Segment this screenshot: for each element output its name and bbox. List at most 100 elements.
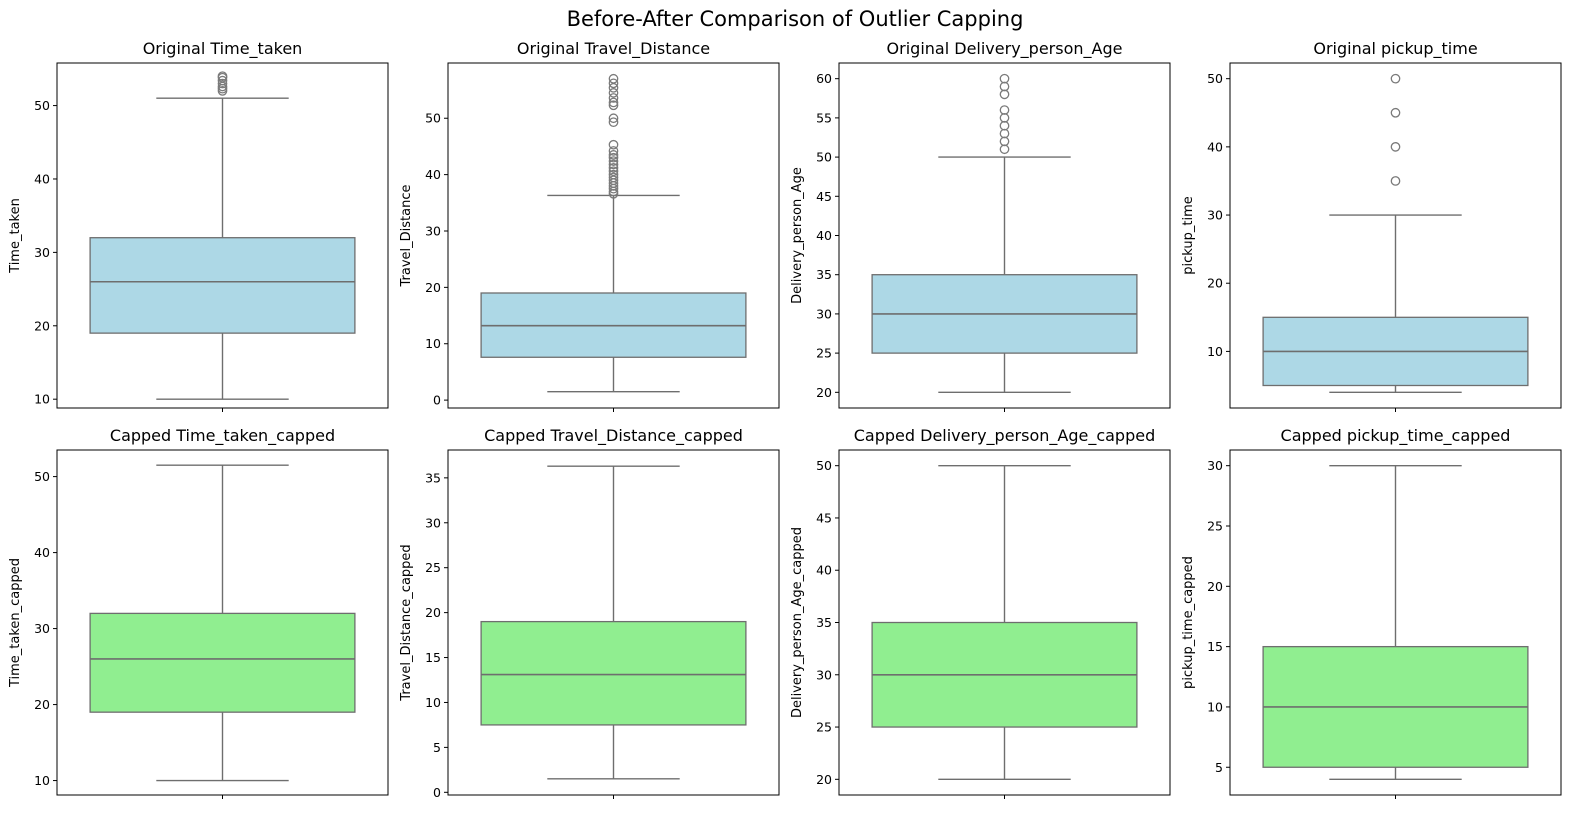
subplot-7: Capped Delivery_person_Age_capped Deliver… bbox=[790, 426, 1171, 799]
outlier-point bbox=[999, 128, 1010, 139]
outlier-point bbox=[608, 152, 619, 163]
y-tick-label: 50 bbox=[816, 458, 832, 473]
y-tick-label: 10 bbox=[34, 392, 50, 407]
subplot-6: Capped Travel_Distance_capped Travel_Dist… bbox=[399, 426, 780, 800]
subplot-title: Capped Travel_Distance_capped bbox=[484, 426, 743, 446]
y-tick-label: 30 bbox=[34, 621, 50, 636]
iqr-box bbox=[480, 620, 747, 726]
y-tick-label: 40 bbox=[816, 563, 832, 578]
y-tick-label: 10 bbox=[34, 773, 50, 788]
y-tick-label: 30 bbox=[816, 306, 832, 321]
y-tick-label: 25 bbox=[816, 346, 832, 361]
y-tick-label: 15 bbox=[425, 650, 441, 665]
y-tick-label: 10 bbox=[1207, 344, 1223, 359]
subplot-8: Capped pickup_time_capped pickup_time_cap… bbox=[1181, 426, 1562, 799]
y-tick-label: 10 bbox=[425, 695, 441, 710]
y-tick-label: 40 bbox=[425, 167, 441, 182]
outlier-point bbox=[999, 113, 1010, 123]
y-tick-label: 50 bbox=[34, 469, 50, 484]
outlier-point bbox=[999, 73, 1010, 84]
outlier-point bbox=[608, 78, 619, 89]
y-tick-label: 35 bbox=[816, 267, 832, 282]
y-tick-label: 50 bbox=[425, 111, 441, 126]
y-tick-label: 35 bbox=[425, 470, 441, 485]
outlier-point bbox=[999, 81, 1010, 92]
outlier-point bbox=[999, 136, 1010, 147]
subplot-title: Original pickup_time bbox=[1313, 39, 1477, 59]
y-tick-label: 10 bbox=[425, 336, 441, 351]
y-tick-label: 30 bbox=[34, 245, 50, 260]
subplot-title: Capped pickup_time_capped bbox=[1281, 426, 1511, 446]
iqr-box bbox=[89, 612, 356, 713]
subplot-title: Capped Time_taken_capped bbox=[110, 426, 335, 446]
y-tick-label: 25 bbox=[1207, 518, 1223, 533]
axes-frame bbox=[447, 62, 780, 409]
y-axis-label: Delivery_person_Age_capped bbox=[790, 527, 805, 718]
y-tick-label: 20 bbox=[34, 318, 50, 333]
y-tick-label: 25 bbox=[816, 720, 832, 735]
axes-frame bbox=[1229, 449, 1562, 796]
outlier-point bbox=[1390, 73, 1401, 84]
y-tick-label: 5 bbox=[1215, 760, 1223, 775]
outlier-point bbox=[608, 73, 619, 84]
y-tick-label: 40 bbox=[34, 171, 50, 186]
axes-frame bbox=[56, 449, 389, 796]
y-tick-label: 15 bbox=[1207, 639, 1223, 654]
subplot-5: Capped Time_taken_capped Time_taken_cappe… bbox=[8, 426, 389, 799]
y-tick-label: 0 bbox=[433, 393, 441, 408]
y-tick-label: 40 bbox=[34, 545, 50, 560]
y-tick-label: 30 bbox=[425, 515, 441, 530]
y-tick-label: 45 bbox=[816, 510, 832, 525]
outlier-point bbox=[999, 144, 1010, 155]
outlier-point bbox=[608, 150, 619, 160]
axes-frame bbox=[56, 62, 389, 409]
y-tick-label: 10 bbox=[1207, 699, 1223, 714]
y-axis-label: Travel_Distance_capped bbox=[399, 544, 414, 701]
y-tick-label: 45 bbox=[816, 189, 832, 204]
outlier-point bbox=[608, 100, 619, 111]
y-axis-label: Travel_Distance bbox=[399, 185, 414, 288]
y-tick-label: 20 bbox=[1207, 579, 1223, 594]
outlier-point bbox=[608, 97, 619, 108]
y-tick-label: 20 bbox=[816, 772, 832, 787]
y-tick-label: 30 bbox=[816, 667, 832, 682]
outlier-point bbox=[608, 166, 619, 177]
y-tick-label: 20 bbox=[425, 280, 441, 295]
y-tick-label: 55 bbox=[816, 110, 832, 125]
y-tick-label: 5 bbox=[433, 740, 441, 755]
y-tick-label: 50 bbox=[816, 150, 832, 165]
subplot-3: Original Delivery_person_Age Delivery_per… bbox=[790, 39, 1171, 412]
outlier-point bbox=[608, 93, 619, 103]
y-tick-label: 20 bbox=[34, 697, 50, 712]
figure-title: Before-After Comparison of Outlier Cappi… bbox=[567, 7, 1024, 31]
y-axis-label: Time_taken_capped bbox=[8, 558, 23, 688]
y-tick-label: 30 bbox=[425, 223, 441, 238]
y-tick-label: 50 bbox=[34, 98, 50, 113]
subplot-2: Original Travel_Distance Travel_Distance 0… bbox=[399, 39, 780, 412]
y-tick-label: 35 bbox=[816, 615, 832, 630]
axes-frame bbox=[838, 62, 1171, 409]
y-tick-label: 25 bbox=[425, 560, 441, 575]
y-tick-label: 50 bbox=[1207, 71, 1223, 86]
y-tick-label: 40 bbox=[816, 228, 832, 243]
subplot-grid: Original Time_takenTime_taken1020304050O… bbox=[8, 39, 1562, 800]
y-tick-label: 40 bbox=[1207, 139, 1223, 154]
outlier-point bbox=[608, 139, 619, 150]
subplot-title: Original Time_taken bbox=[143, 39, 303, 59]
subplot-title: Original Delivery_person_Age bbox=[887, 39, 1123, 59]
axes-frame bbox=[838, 449, 1171, 796]
outlier-point bbox=[608, 159, 619, 170]
outlier-point bbox=[608, 146, 619, 156]
y-tick-label: 0 bbox=[433, 785, 441, 800]
y-axis-label: Time_taken bbox=[8, 198, 23, 274]
subplot-1: Original Time_taken Time_taken 10 20 30 40 50 bbox=[8, 39, 389, 412]
outlier-point bbox=[1390, 107, 1401, 118]
y-axis-label: Delivery_person_Age bbox=[790, 167, 805, 304]
subplot-title: Original Travel_Distance bbox=[517, 39, 710, 59]
outlier-point bbox=[608, 113, 619, 124]
iqr-box bbox=[89, 237, 356, 334]
y-tick-label: 20 bbox=[816, 385, 832, 400]
outlier-point bbox=[608, 172, 619, 183]
outlier-point bbox=[608, 88, 619, 98]
